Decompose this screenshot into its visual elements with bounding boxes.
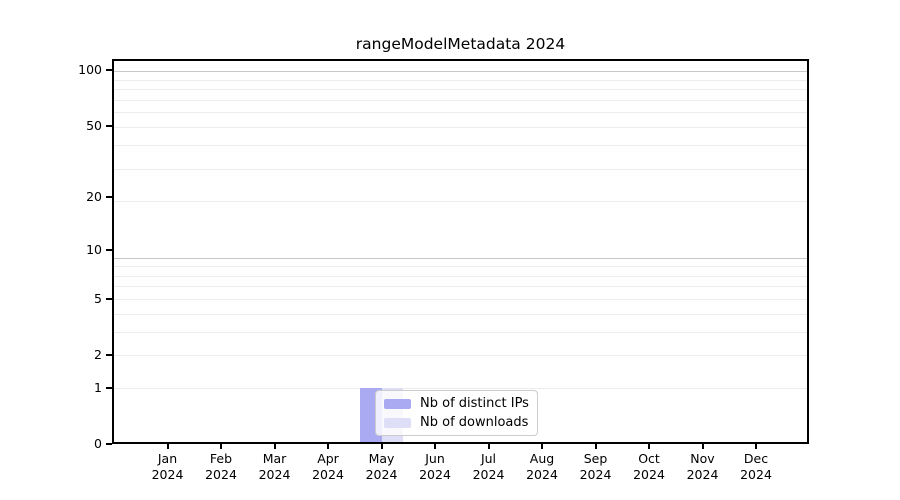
gridline-minor xyxy=(112,275,809,277)
gridline-minor xyxy=(112,387,809,389)
x-tick-mark xyxy=(380,444,383,449)
gridline-minor xyxy=(112,99,809,101)
y-tick-mark xyxy=(106,297,112,300)
gridline-major xyxy=(112,71,809,72)
gridline-major xyxy=(112,257,809,259)
gridline-minor xyxy=(112,313,809,315)
legend-item: Nb of downloads xyxy=(384,415,529,430)
y-tick-label: 2 xyxy=(94,347,102,362)
x-tick-mark xyxy=(648,444,650,449)
chart-title: rangeModelMetadata 2024 xyxy=(355,35,566,53)
y-tick-label: 10 xyxy=(86,241,102,257)
y-tick-label: 0 xyxy=(94,436,102,451)
legend-item: Nb of distinct IPs xyxy=(384,396,529,411)
gridline-minor xyxy=(112,331,809,333)
legend-swatch xyxy=(384,417,411,428)
x-tick-label: Nov 2024 xyxy=(686,451,719,482)
gridline-minor xyxy=(112,201,809,203)
x-tick-mark xyxy=(220,444,222,449)
gridline-minor xyxy=(112,127,809,129)
x-tick-label: Sep 2024 xyxy=(579,451,612,482)
x-tick-label: Jul 2024 xyxy=(472,451,505,482)
x-tick-label: Dec 2024 xyxy=(740,451,772,482)
y-tick-label: 50 xyxy=(86,117,102,133)
gridline-minor xyxy=(112,168,809,170)
x-tick-label: Apr 2024 xyxy=(312,451,344,482)
x-tick-label: Oct 2024 xyxy=(633,451,665,482)
legend-label: Nb of distinct IPs xyxy=(420,396,529,411)
x-tick-label: Mar 2024 xyxy=(258,451,291,482)
y-tick-mark xyxy=(106,196,112,199)
x-tick-label: Jun 2024 xyxy=(419,451,451,482)
y-tick-mark xyxy=(106,354,112,356)
gridline-minor xyxy=(112,145,809,147)
legend-swatch xyxy=(384,398,411,409)
y-tick-label: 5 xyxy=(94,290,102,306)
gridline-minor xyxy=(112,79,809,81)
x-tick-mark xyxy=(541,444,543,449)
y-tick-mark xyxy=(106,69,112,72)
x-tick-mark xyxy=(487,444,490,449)
y-tick-label: 20 xyxy=(86,189,102,205)
gridline-minor xyxy=(112,286,809,288)
x-tick-label: May 2024 xyxy=(365,451,398,482)
x-tick-label: Aug 2024 xyxy=(526,451,558,482)
y-tick-mark xyxy=(106,124,112,127)
x-tick-label: Jan 2024 xyxy=(151,451,184,482)
gridline-minor xyxy=(112,298,809,300)
y-tick-mark xyxy=(106,386,112,389)
x-tick-mark xyxy=(434,444,436,449)
y-tick-label: 100 xyxy=(78,62,102,78)
gridline-minor xyxy=(112,112,809,114)
gridline-minor xyxy=(112,89,809,91)
x-tick-label: Feb 2024 xyxy=(205,451,237,482)
y-tick-mark xyxy=(106,248,112,251)
legend-label: Nb of downloads xyxy=(420,415,529,430)
plot-frame xyxy=(112,59,809,444)
x-tick-mark xyxy=(166,444,169,449)
gridline-minor xyxy=(112,266,809,267)
x-tick-mark xyxy=(273,444,276,449)
y-tick-mark xyxy=(106,443,112,445)
y-tick-label: 1 xyxy=(94,379,102,395)
gridline-minor xyxy=(112,355,809,356)
x-tick-mark xyxy=(755,444,757,449)
x-tick-mark xyxy=(327,444,329,449)
legend: Nb of distinct IPs Nb of downloads xyxy=(375,390,538,436)
plot-area: Nb of distinct IPs Nb of downloads xyxy=(112,59,809,444)
x-tick-mark xyxy=(701,444,704,449)
x-tick-mark xyxy=(594,444,597,449)
